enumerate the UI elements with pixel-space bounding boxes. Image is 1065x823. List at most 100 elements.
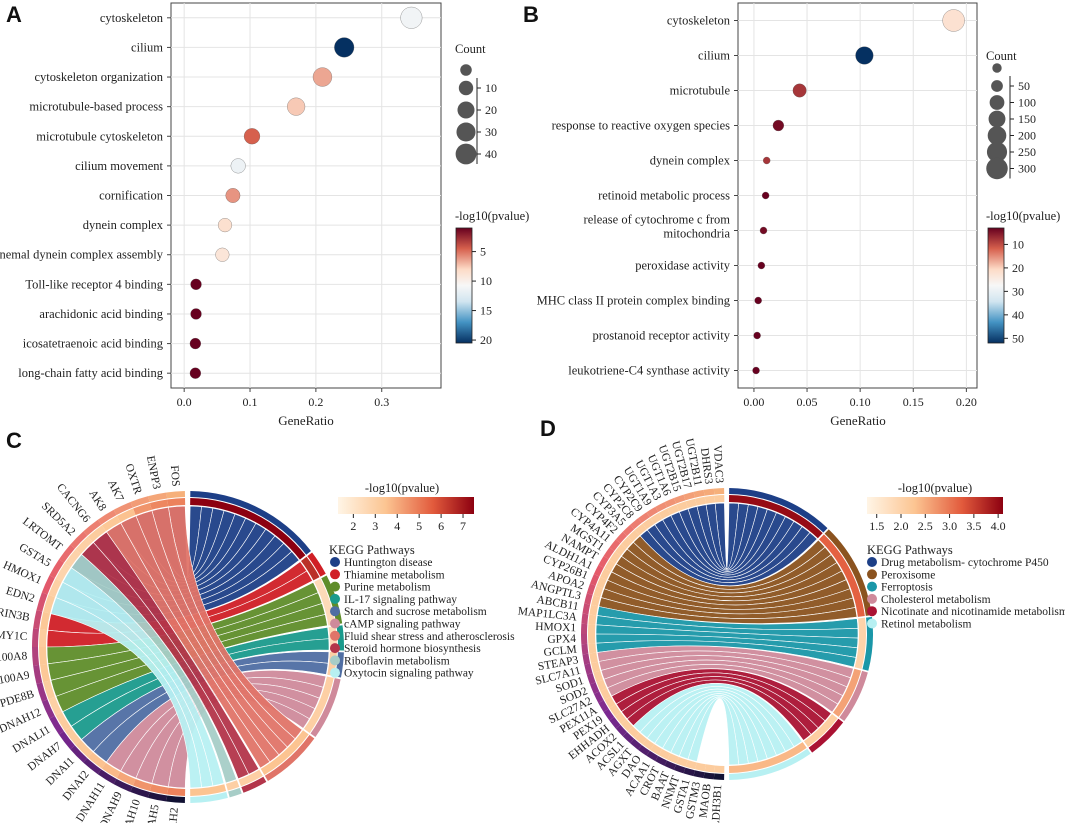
panel-d-gene-arc (713, 488, 725, 495)
panel-c-legend-item-camp-signaling-pathway: cAMP signaling pathway (344, 619, 461, 631)
panel-d-letter: D (540, 416, 556, 441)
panel-d-gene-inner-arc (667, 753, 679, 764)
panel-c-gene-label: PDE8B (0, 688, 36, 710)
panel-c-letter: C (6, 428, 22, 453)
panel-d-legend-item-nicotinate-and-nicotinamide-metabolism: Nicotinate and nicotinamide metabolism (881, 606, 1065, 618)
panel-b-dot-leukotriene-c4-synthase-activity (752, 366, 760, 375)
panel-d-gene-inner-arc (658, 748, 671, 760)
panel-d-gene-arc (655, 755, 667, 766)
panel-c-gene-arc (32, 647, 40, 666)
panel-c-gene-label: AK7 (105, 478, 125, 504)
panel-d-gene-inner-arc (658, 508, 671, 520)
panel-d-legend-swatch-nicotinate-and-nicotinamide-metabolism (867, 606, 877, 617)
panel-d-gene-inner-arc (609, 551, 621, 564)
panel-d-gene-arc (609, 716, 621, 729)
panel-c-gene-inner-arc (101, 516, 121, 532)
panel-b-count-legend-label: 50 (1018, 79, 1030, 93)
panel-b-x-tick-label: 0.00 (743, 395, 764, 409)
panel-d-colorbar-label: 1.5 (869, 519, 884, 533)
panel-b-x-tick-label: 0.15 (903, 395, 924, 409)
panel-c-colorbar-label: 2 (350, 519, 356, 533)
panel-d-gene-inner-arc (588, 614, 597, 625)
panel-d-pathway-pvalue-arc (819, 534, 865, 617)
panel-b-count-legend-dot (991, 80, 1003, 92)
panel-c-gene-inner-arc (39, 629, 48, 647)
panel-c-gene-arc (49, 559, 64, 579)
panel-c-legend-swatch-fluid-shear-stress-and-atherosclerosis (330, 630, 340, 641)
panel-d-gene-arc (638, 745, 650, 756)
panel-b-category-label: leukotriene-C4 synthase activity (568, 364, 731, 378)
panel-d-gene-arc (589, 682, 600, 694)
panel-b-colorbar-label: 40 (1012, 308, 1024, 322)
panel-d-gene-arc (582, 603, 591, 615)
panel-d-gene-inner-arc (600, 568, 611, 580)
panel-a-dot-cilium (334, 37, 355, 58)
panel-c-legend-item-starch-and-sucrose-metabolism: Starch and sucrose metabolism (344, 606, 487, 618)
panel-c-gene-inner-arc (48, 696, 62, 716)
panel-c-pathway-pvalue-arc (260, 730, 309, 775)
panel-a-category-label: microtubule cytoskeleton (36, 129, 163, 143)
panel-a-x-axis-title: GeneRatio (278, 413, 334, 428)
panel-b-category-label: retinoid metabolic process (598, 189, 730, 203)
panel-d-gene-inner-arc (634, 523, 647, 536)
panel-c-colorbar-label: 5 (416, 519, 422, 533)
panel-d-pathway-pvalue-arc (832, 668, 862, 717)
panel-c-chord: FOSENPP3OXTRAK7AK8CACNG6SRD5A2LRTOMTGSTA… (0, 455, 515, 823)
panel-c-gene-label: DNAH5 (142, 803, 162, 823)
panel-c-gene-inner-arc (116, 508, 136, 523)
panel-d-gene-label: MAOB (697, 783, 713, 819)
panel-c-colorbar-label: 6 (438, 519, 444, 533)
panel-c-legend-swatch-il-17-signaling-pathway (330, 593, 340, 604)
panel-d-pathway-arc-cholesterol-metabolism (839, 670, 868, 722)
panel-d-gene-arc (646, 750, 659, 762)
panel-d-gene-label: VDAC3 (711, 445, 725, 484)
panel-c-gene-inner-arc (75, 536, 93, 554)
panel-c-gene-inner-arc (87, 525, 106, 542)
panel-c-gene-inner-arc (55, 712, 71, 731)
panel-d-gene-inner-arc (634, 732, 647, 745)
panel-c-gene-inner-arc (48, 578, 62, 598)
panel-c-gene-arc (97, 769, 117, 785)
panel-d-gene-arc (713, 773, 725, 780)
panel-d-legend-swatch-cholesterol-metabolism (867, 593, 877, 604)
panel-c-pathway-pvalue-arc (190, 784, 227, 796)
panel-b-category-labels: cytoskeleton cilium microtubule response to… (537, 14, 738, 378)
panel-c-gene-inner-arc (40, 663, 51, 683)
panel-c-legend-swatch-oxytocin-signaling-pathway (330, 667, 340, 678)
panel-c-gene-arc (33, 664, 43, 684)
panel-b-count-legend-title: Count (986, 49, 1017, 63)
panel-a-category-label: axonemal dynein complex assembly (0, 248, 164, 262)
panel-d-gene-arc (603, 708, 615, 721)
panel-c-pathway-arc-riboflavin-metabolism (228, 787, 242, 798)
panel-d-gene-inner-arc (676, 501, 688, 512)
panel-d-gene-arc (589, 574, 600, 586)
panel-d-gene-arc (586, 583, 596, 596)
panel-d-colorbar-label: 2.0 (894, 519, 909, 533)
panel-b-category-label: cytoskeleton (667, 14, 731, 28)
panel-c-gene-label: FOS (168, 465, 182, 487)
panel-a-dot-microtubule-cytoskeleton (243, 128, 261, 145)
panel-b-category-label: microtubule (670, 84, 731, 98)
panel-c-gene-arc (70, 531, 88, 549)
panel-b-grid (738, 3, 977, 388)
panel-d-gene-inner-arc (589, 604, 598, 616)
panel-d-pathway-arc-drug-metabolism-cytochrome-p450 (729, 488, 828, 533)
panel-d-gene-inner-arc (685, 498, 697, 508)
panel-d-gene-inner-arc (588, 624, 596, 634)
panel-a-colorbar-label: 15 (480, 304, 492, 318)
panel-d-gene-inner-arc (695, 762, 706, 772)
panel-c-pathway-arc-steroid-hormone-biosynthesis (241, 776, 267, 793)
panel-c-pathway-arc-camp-signaling-pathway (310, 678, 341, 737)
panel-d-gene-arc (683, 491, 695, 501)
panel-c-gene-inner-arc (64, 726, 81, 745)
panel-b-dot-response-to-reactive-oxygen-species (772, 119, 784, 132)
panel-c-pathway-pvalue-arc (300, 556, 320, 581)
panel-c-gene-label: DNAH2 (166, 807, 181, 823)
panel-d-gene-label: DHRS3 (698, 447, 715, 485)
panel-d-gene-arc (615, 531, 628, 544)
panel-d-gene-arc (598, 700, 609, 713)
panel-c-legend-item-riboflavin-metabolism: Riboflavin metabolism (344, 655, 450, 667)
panel-c-gene-inner-arc (133, 502, 152, 516)
panel-a-dot-toll-like-receptor-4-binding (190, 278, 202, 290)
panel-a-x-tick-label: 0.2 (308, 395, 323, 409)
